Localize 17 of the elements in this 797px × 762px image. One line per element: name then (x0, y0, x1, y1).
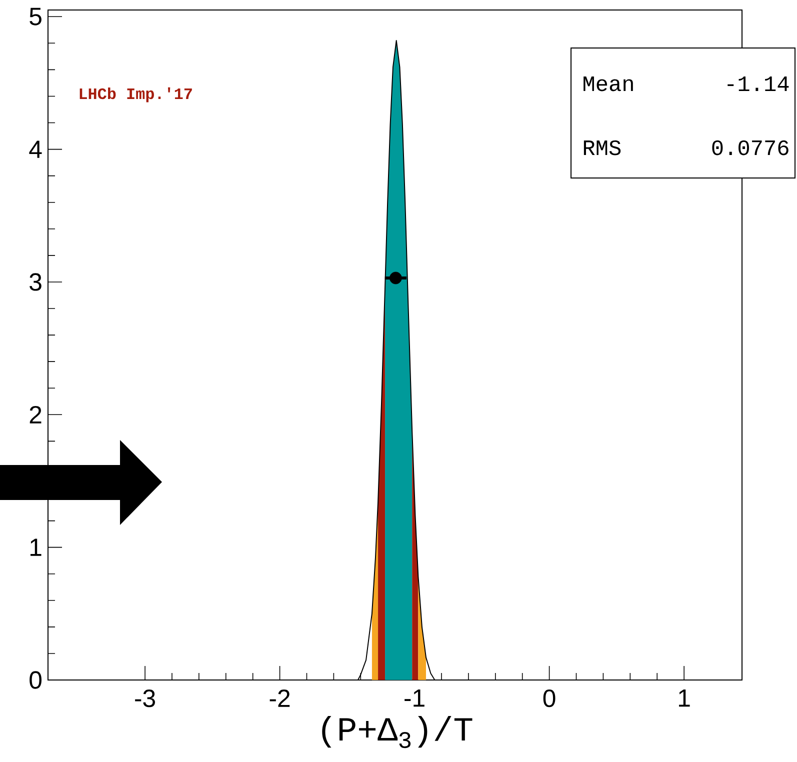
y-tick-label: 2 (30, 406, 42, 424)
x-tick-label: 1 (679, 690, 690, 707)
y-tick-label: 5 (30, 8, 42, 26)
x-axis-title: (P+Δ$_{3}$)/T (322, 716, 472, 748)
x-tick-label: 0 (543, 690, 556, 708)
y-tick-label: 3 (30, 273, 42, 291)
y-tick-label: 1 (30, 538, 42, 556)
y-tick-label: 0 (30, 671, 42, 689)
annotation: Mean (584, 76, 633, 92)
x-tick-label: -3 (135, 690, 155, 708)
x-tick-label: -2 (270, 690, 290, 707)
x-tick-label: -1 (404, 690, 424, 707)
annotation: -1.14 (728, 76, 789, 91)
annotation: RMS (584, 140, 621, 156)
annotation: 0.0776 (712, 140, 788, 156)
y-tick-label: 4 (29, 140, 42, 158)
annotation: LHCb Imp.'17 (80, 87, 192, 102)
